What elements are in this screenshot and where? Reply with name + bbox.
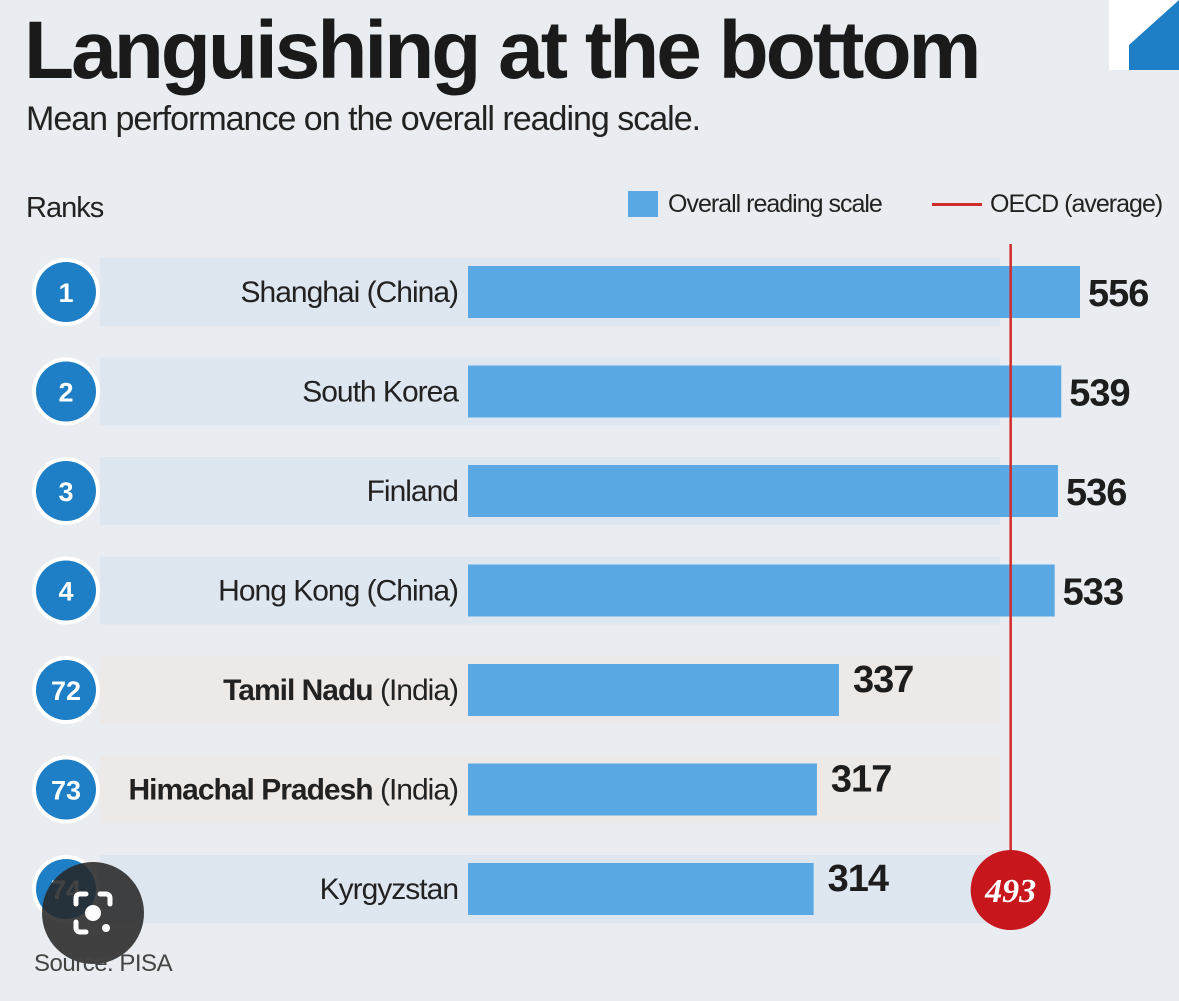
corner-accent — [1109, 0, 1179, 70]
rank-circle — [36, 660, 96, 720]
value-label: 533 — [1063, 572, 1123, 614]
value-label: 539 — [1069, 373, 1129, 415]
rank-circle — [36, 262, 96, 322]
category-label: Kyrgyzstan — [320, 873, 458, 906]
rank-number: 73 — [51, 776, 81, 806]
value-label: 556 — [1088, 273, 1148, 315]
rank-number: 2 — [58, 378, 73, 408]
legend-bar-label: Overall reading scale — [668, 189, 883, 218]
bar — [468, 664, 839, 716]
rank-circle — [36, 361, 96, 422]
category-label: Hong Kong (China) — [218, 575, 458, 608]
bar — [468, 763, 817, 816]
bar — [468, 564, 1055, 617]
source-note: Source: PISA — [34, 950, 173, 977]
bar — [468, 266, 1080, 318]
legend-oecd: OECD (average) — [932, 186, 1163, 222]
rank-circle — [36, 560, 96, 621]
bar — [468, 465, 1058, 517]
rank-number: 72 — [51, 676, 81, 706]
category-label: South Korea — [302, 376, 459, 409]
category-label: Tamil Nadu (India) — [223, 674, 458, 707]
rank-number: 4 — [58, 577, 73, 607]
value-label: 337 — [853, 659, 913, 701]
category-label: Shanghai (China) — [241, 276, 459, 309]
bar — [468, 365, 1062, 418]
legend-oecd-label: OECD (average) — [990, 189, 1163, 218]
chart-subtitle: Mean performance on the overall reading … — [26, 100, 701, 138]
legend-bars: Overall reading scale — [628, 186, 883, 222]
chart-title: Languishing at the bottom — [24, 5, 981, 96]
oecd-badge — [970, 850, 1051, 930]
lens-button[interactable] — [42, 862, 144, 964]
legend-oecd-line — [932, 202, 982, 206]
category-label: Himachal Pradesh (India) — [129, 774, 459, 807]
oecd-value-label: 493 — [984, 873, 1036, 910]
category-label: Finland — [367, 475, 458, 508]
rank-circle — [36, 759, 96, 820]
camera-icon — [73, 891, 113, 935]
rank-number: 3 — [58, 477, 73, 507]
value-label: 314 — [828, 858, 889, 900]
bar — [468, 863, 814, 915]
value-label: 536 — [1066, 472, 1126, 514]
value-label: 317 — [831, 759, 891, 801]
legend-bar-swatch — [628, 191, 658, 217]
rank-circle — [36, 461, 96, 521]
ranks-label: Ranks — [26, 192, 104, 224]
rank-number: 1 — [58, 278, 73, 308]
